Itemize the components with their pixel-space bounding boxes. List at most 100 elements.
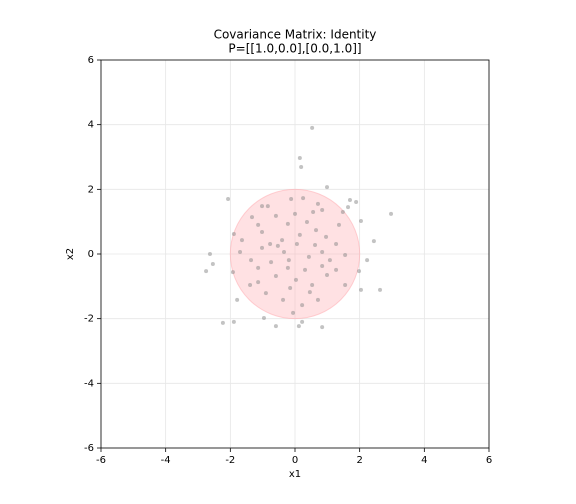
- point: [320, 250, 325, 255]
- point: [299, 165, 304, 170]
- x-tick-label: -2: [225, 455, 235, 466]
- point: [249, 215, 254, 220]
- point: [324, 234, 329, 239]
- point: [261, 316, 266, 321]
- point: [296, 324, 301, 329]
- point: [220, 320, 225, 325]
- y-tick-label: -4: [84, 378, 94, 389]
- point: [358, 219, 363, 224]
- point: [303, 267, 308, 272]
- y-tick-label: 4: [88, 120, 94, 131]
- y-tick-label: 0: [88, 249, 94, 260]
- x-tick-label: 6: [486, 455, 492, 466]
- point: [285, 221, 290, 226]
- y-tick-label: -6: [84, 443, 94, 454]
- point: [286, 258, 291, 263]
- point: [320, 325, 325, 330]
- point: [204, 269, 209, 274]
- point: [301, 196, 306, 201]
- point: [256, 280, 261, 285]
- y-tick-label: 2: [88, 184, 94, 195]
- point: [294, 241, 299, 246]
- point: [300, 303, 305, 308]
- point: [297, 232, 302, 237]
- x-tick-label: -6: [96, 455, 106, 466]
- point: [311, 209, 316, 214]
- covariance-circle: [229, 188, 361, 320]
- x-axis-label: x1: [289, 469, 301, 480]
- point: [354, 199, 359, 204]
- point: [314, 228, 319, 233]
- point: [307, 290, 312, 295]
- point: [310, 283, 315, 288]
- y-tick-label: -2: [84, 314, 94, 325]
- point: [289, 197, 294, 202]
- point: [249, 258, 254, 263]
- point: [260, 204, 265, 209]
- point: [336, 222, 341, 227]
- point: [265, 204, 270, 209]
- point: [281, 297, 286, 302]
- plot-frame: [100, 59, 490, 449]
- point: [378, 287, 383, 292]
- point: [273, 213, 278, 218]
- point: [389, 211, 394, 216]
- point: [310, 125, 315, 130]
- point: [320, 208, 325, 213]
- point: [263, 291, 268, 296]
- point: [343, 283, 348, 288]
- point: [293, 211, 297, 216]
- point: [291, 310, 296, 315]
- y-tick-label: 6: [88, 55, 94, 66]
- chart-subtitle: P=[[1.0,0.0],[0.0,1.0]]: [228, 42, 361, 56]
- point: [285, 265, 290, 270]
- point: [210, 262, 215, 267]
- x-tick-label: 0: [292, 455, 298, 466]
- point: [275, 243, 280, 248]
- point: [300, 319, 305, 324]
- point: [327, 258, 332, 263]
- point: [334, 241, 339, 246]
- point: [248, 283, 253, 288]
- point: [268, 241, 273, 246]
- point: [340, 209, 345, 214]
- point: [260, 230, 265, 235]
- point: [235, 297, 240, 302]
- point: [320, 263, 325, 268]
- point: [239, 238, 244, 243]
- point: [347, 198, 352, 203]
- point: [238, 250, 243, 255]
- point: [358, 287, 363, 292]
- point: [288, 285, 293, 290]
- point: [273, 324, 278, 329]
- x-tick-label: 2: [356, 455, 362, 466]
- point: [325, 185, 330, 190]
- point: [273, 273, 278, 278]
- point: [260, 245, 265, 250]
- x-tick-label: -4: [161, 455, 171, 466]
- point: [343, 252, 348, 257]
- point: [293, 277, 298, 282]
- point: [280, 238, 285, 243]
- chart-title: Covariance Matrix: Identity: [214, 28, 377, 42]
- point: [256, 265, 261, 270]
- x-tick-label: 4: [421, 455, 427, 466]
- point: [297, 155, 302, 160]
- point: [231, 319, 236, 324]
- point: [230, 270, 235, 275]
- y-axis-label: x2: [65, 248, 76, 260]
- point: [315, 201, 320, 206]
- point: [315, 297, 320, 302]
- point: [306, 254, 311, 259]
- point: [207, 252, 212, 256]
- point: [365, 258, 370, 263]
- point: [226, 197, 231, 202]
- point: [256, 222, 261, 227]
- point: [371, 239, 376, 244]
- point: [357, 269, 362, 274]
- point: [325, 273, 330, 278]
- point: [269, 260, 274, 265]
- point: [334, 267, 339, 272]
